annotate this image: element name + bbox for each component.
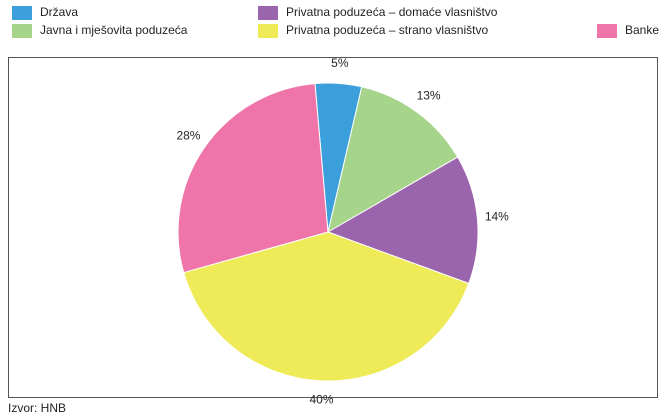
legend-label: Država xyxy=(40,5,78,19)
legend-swatch xyxy=(258,24,278,38)
data-label: 5% xyxy=(331,56,349,70)
legend-label: Privatna poduzeća – domaće vlasništvo xyxy=(286,5,498,19)
legend-label: Javna i mješovita poduzeća xyxy=(40,23,188,37)
plot-frame xyxy=(8,57,658,398)
data-label: 13% xyxy=(417,89,441,103)
legend-label: Banke xyxy=(625,23,659,37)
legend-swatch xyxy=(597,24,617,38)
pie-slice xyxy=(183,231,470,382)
pie-slice xyxy=(327,86,459,234)
pie-slice xyxy=(177,83,329,274)
source-note: Izvor: HNB xyxy=(8,401,66,415)
legend-swatch xyxy=(12,6,32,20)
data-label: 14% xyxy=(485,209,509,223)
data-label: 28% xyxy=(176,129,200,143)
pie-slice xyxy=(326,156,479,285)
legend-label: Privatna poduzeća – strano vlasništvo xyxy=(286,23,488,37)
legend-swatch xyxy=(12,24,32,38)
data-label: 40% xyxy=(309,392,333,406)
legend-swatch xyxy=(258,6,278,20)
